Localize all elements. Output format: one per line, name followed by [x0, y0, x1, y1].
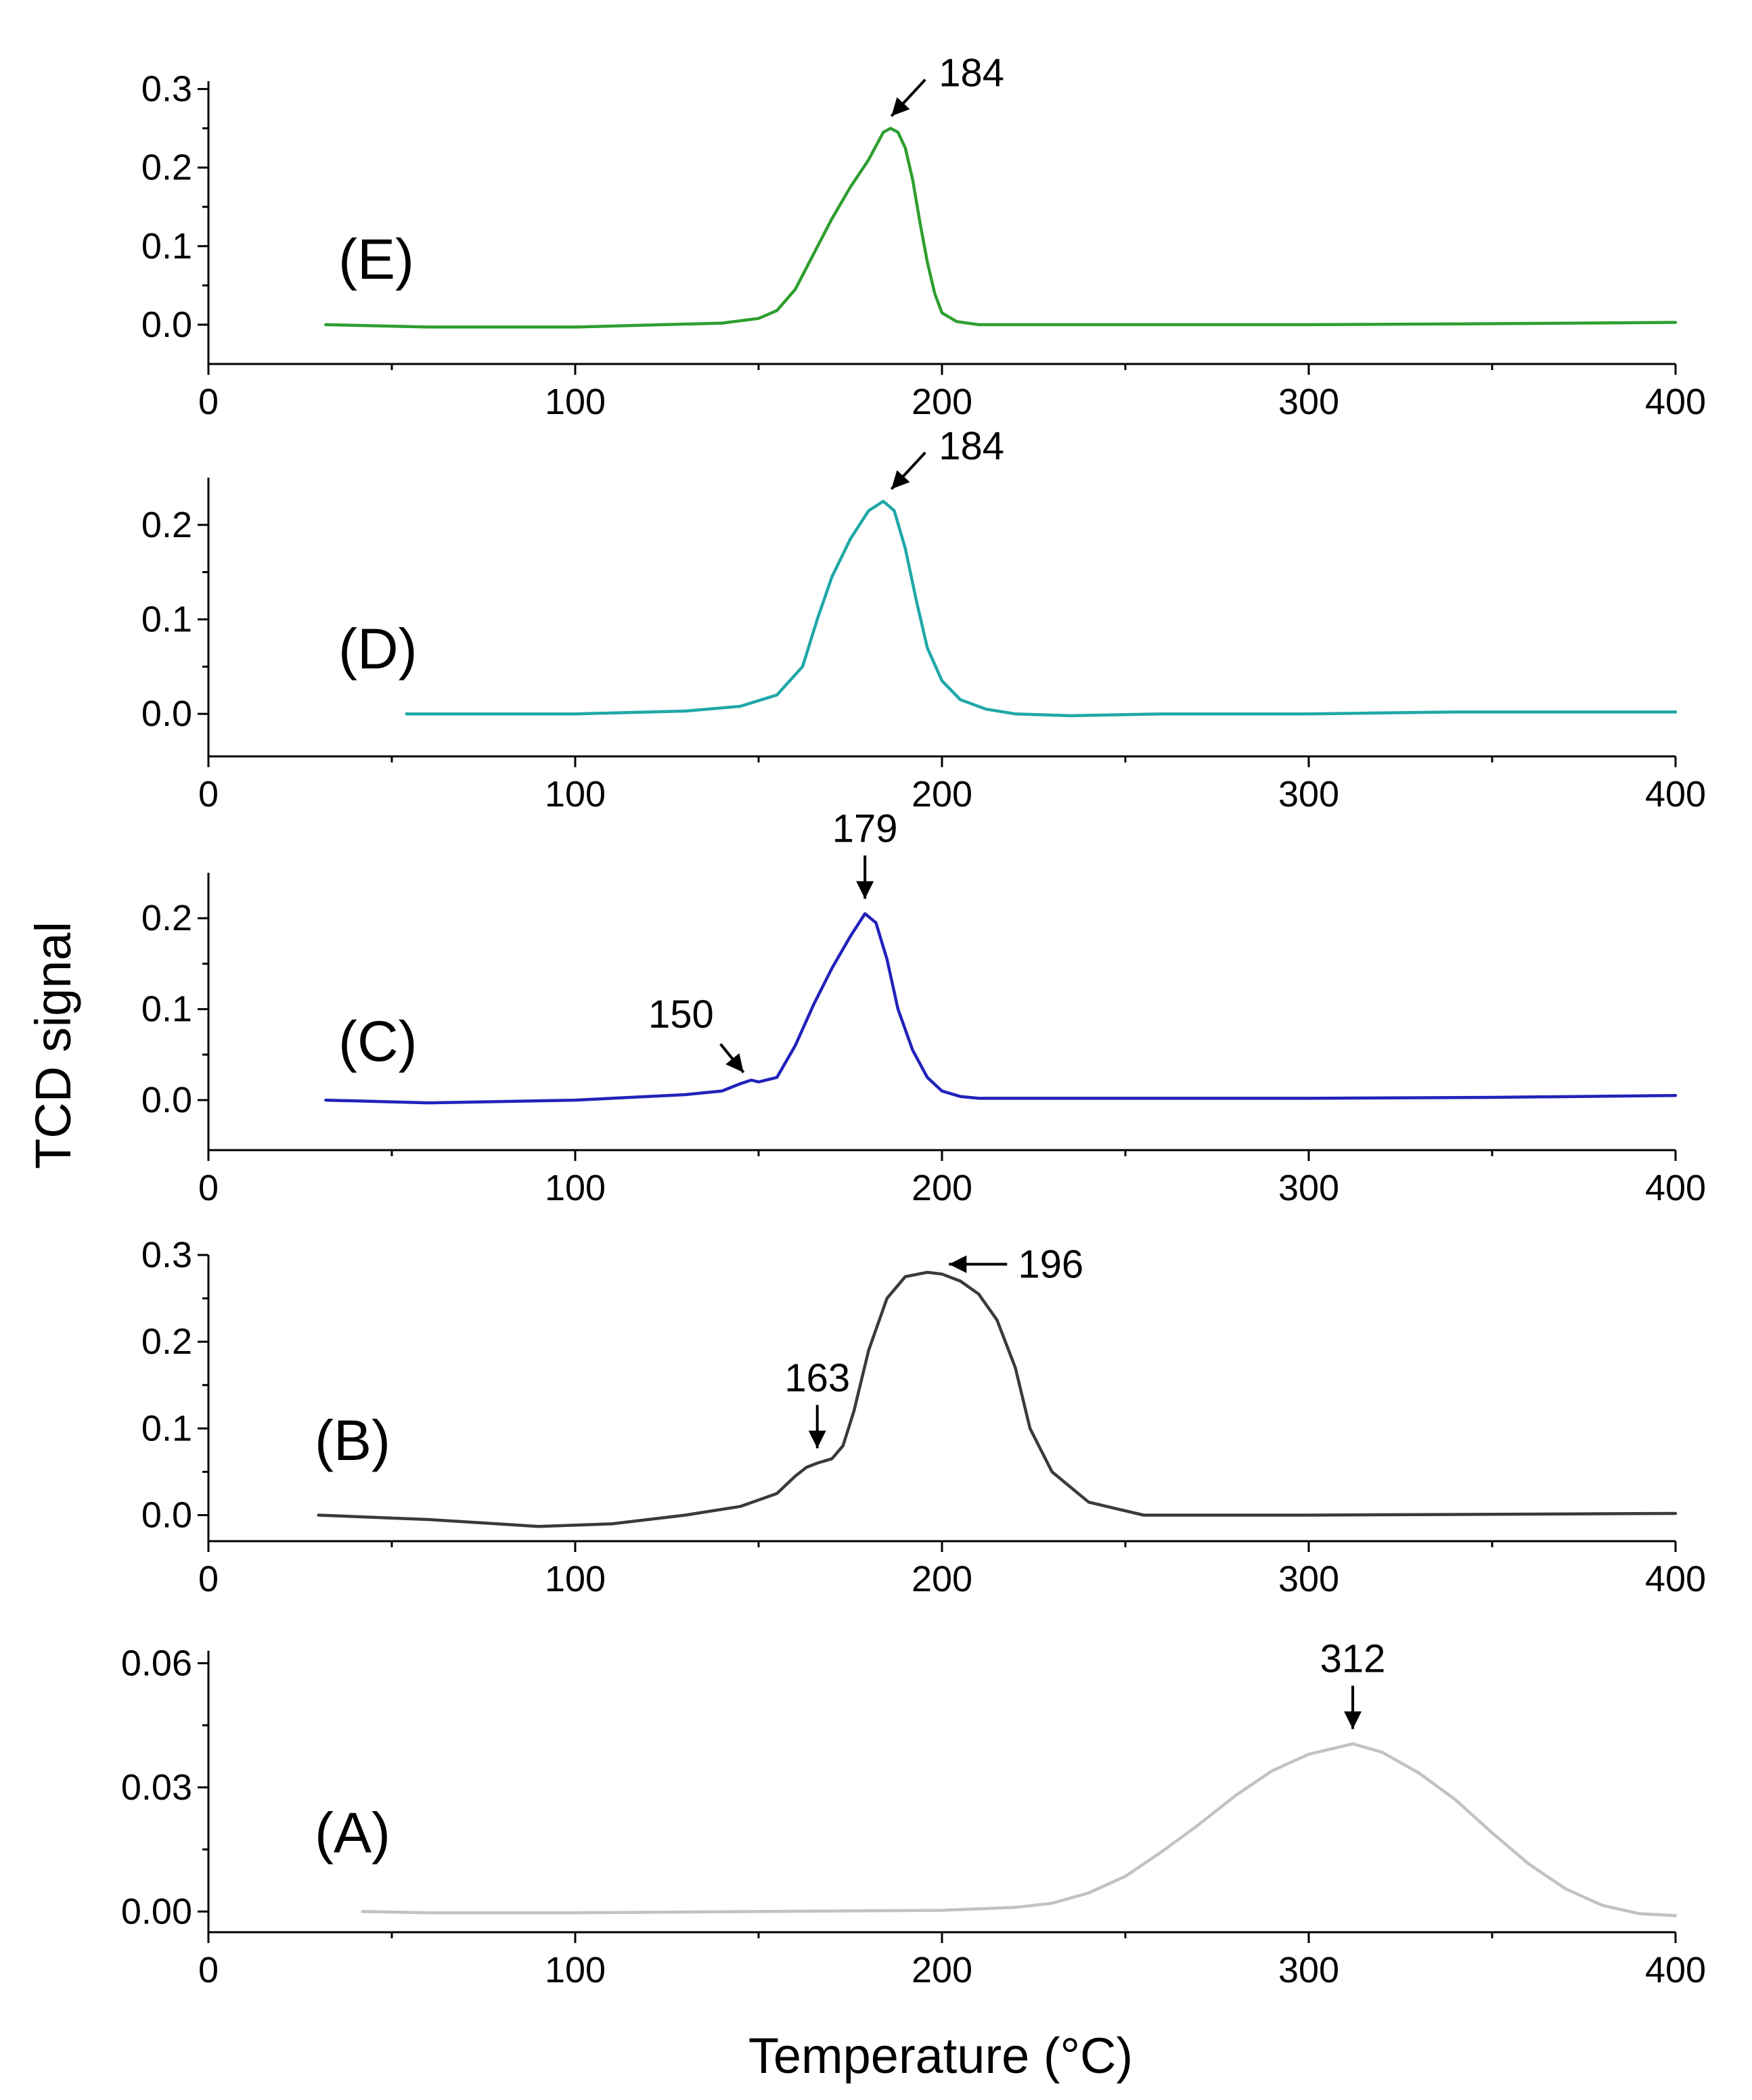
x-tick-label: 300	[1278, 774, 1339, 815]
x-tick-label: 400	[1645, 1168, 1706, 1208]
panel-d: 0 100 200 300 400 0.0 0.1 0.2 (D) 184	[141, 424, 1706, 815]
y-tick-label: 0.1	[141, 1408, 192, 1448]
panel-e: 0 100 200 300 400 0.0 0.1 0.2 0.3 (E) 184	[141, 51, 1706, 422]
y-tick-label: 0.1	[141, 226, 192, 267]
x-tick-label: 400	[1645, 382, 1706, 422]
peak-179-arrow-head	[856, 881, 874, 899]
x-tick-label: 100	[545, 1168, 606, 1208]
x-tick-label: 100	[545, 382, 606, 422]
x-tick-label: 200	[912, 1950, 972, 1990]
series-line-b	[317, 1271, 1678, 1528]
x-tick-label: 400	[1645, 774, 1706, 815]
y-tick-label: 0.0	[141, 1495, 192, 1536]
x-tick-label: 0	[198, 1168, 219, 1208]
y-tick-label: 0.0	[141, 304, 192, 345]
x-tick-label: 100	[545, 1559, 606, 1599]
x-tick-label: 0	[198, 774, 219, 815]
x-tick-label: 100	[545, 774, 606, 815]
panel-b: 0 100 200 300 400 0.0 0.1 0.2 0.3 (B) 196 163	[141, 1235, 1706, 1599]
y-tick-label: 0.2	[141, 898, 192, 938]
y-tick-label: 0.2	[141, 1321, 192, 1362]
panel-a: 0 100 200 300 400 0.00 0.03 0.06 (A) 312	[121, 1637, 1706, 1990]
series-line-a	[361, 1742, 1678, 1917]
peak-184-label: 184	[939, 424, 1004, 468]
peak-150-label: 150	[648, 992, 714, 1036]
y-tick-label: 0.03	[121, 1767, 192, 1808]
y-tick-label: 0.1	[141, 599, 192, 639]
x-tick-label: 300	[1278, 1168, 1339, 1208]
series-line-d	[405, 499, 1678, 718]
x-tick-label: 100	[545, 1950, 606, 1990]
peak-184-arrow-head	[891, 97, 910, 116]
y-axis-title: TCD signal	[25, 921, 81, 1169]
x-tick-label: 300	[1278, 382, 1339, 422]
y-tick-label: 0.0	[141, 1080, 192, 1120]
x-tick-label: 200	[912, 1559, 972, 1599]
y-tick-label: 0.0	[141, 693, 192, 734]
panel-label-e: (E)	[338, 227, 414, 291]
peak-184-arrow-head	[891, 470, 910, 489]
x-tick-label: 400	[1645, 1950, 1706, 1990]
y-tick-label: 0.1	[141, 989, 192, 1030]
peak-196-arrow-head	[949, 1255, 967, 1273]
peak-163-label: 163	[784, 1356, 850, 1400]
series-line-e	[324, 127, 1678, 329]
y-tick-label: 0.2	[141, 505, 192, 545]
panel-label-c: (C)	[338, 1009, 418, 1073]
panel-label-a: (A)	[315, 1801, 390, 1865]
peak-184-label: 184	[939, 51, 1004, 95]
series-line-c	[324, 912, 1678, 1105]
y-tick-label: 0.3	[141, 69, 192, 110]
x-tick-label: 200	[912, 1168, 972, 1208]
peak-312-label: 312	[1320, 1637, 1386, 1681]
x-tick-label: 200	[912, 774, 972, 815]
peak-150-arrow-head	[725, 1053, 744, 1073]
x-tick-label: 300	[1278, 1950, 1339, 1990]
peak-196-label: 196	[1018, 1243, 1083, 1287]
panel-label-b: (B)	[315, 1409, 390, 1472]
x-axis-title: Temperature (°C)	[748, 2028, 1133, 2084]
y-tick-label: 0.06	[121, 1643, 192, 1683]
peak-179-label: 179	[832, 806, 898, 850]
x-tick-label: 0	[198, 382, 219, 422]
x-tick-label: 400	[1645, 1559, 1706, 1599]
x-tick-label: 0	[198, 1950, 219, 1990]
y-tick-label: 0.00	[121, 1891, 192, 1932]
y-tick-label: 0.3	[141, 1235, 192, 1275]
x-tick-label: 0	[198, 1559, 219, 1599]
peak-163-arrow-head	[808, 1430, 826, 1448]
x-tick-label: 200	[912, 382, 972, 422]
panel-label-d: (D)	[338, 617, 418, 681]
x-tick-label: 300	[1278, 1559, 1339, 1599]
panel-c: 0 100 200 300 400 0.0 0.1 0.2 (C) 179 150	[141, 806, 1706, 1208]
y-tick-label: 0.2	[141, 147, 192, 188]
peak-312-arrow-head	[1344, 1711, 1362, 1729]
